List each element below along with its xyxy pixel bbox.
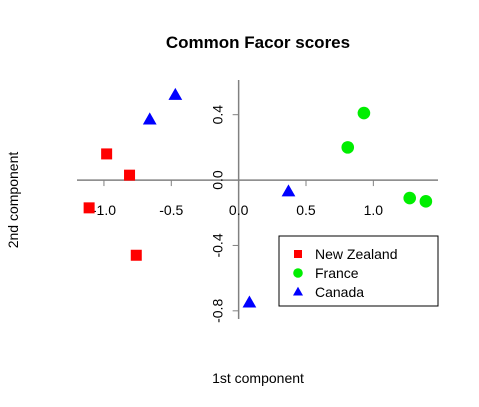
chart-title: Common Facor scores	[166, 33, 350, 52]
data-point-france	[419, 195, 433, 208]
points-group	[83, 87, 433, 308]
data-point-france	[403, 191, 417, 205]
x-tick-label: 0.5	[296, 202, 316, 218]
data-point-new-zealand	[83, 202, 95, 214]
legend-box	[278, 235, 439, 307]
x-tick-label: 1.0	[364, 202, 384, 218]
data-point-france	[341, 141, 355, 154]
data-point-new-zealand	[130, 249, 142, 261]
x-tick-label: 0.0	[229, 202, 249, 218]
data-point-canada	[142, 112, 157, 125]
legend-marker-france	[293, 268, 303, 278]
legend-label-new-zealand: New Zealand	[315, 246, 398, 262]
y-tick-label: -0.8	[210, 299, 226, 323]
data-point-france	[357, 106, 371, 120]
legend: New Zealand France Canada	[278, 235, 439, 307]
y-tick-label: 0.0	[210, 170, 226, 190]
x-tick-label: -0.5	[159, 202, 183, 218]
legend-label-france: France	[315, 265, 359, 281]
data-point-canada	[168, 87, 183, 100]
y-tick-label: -0.4	[210, 233, 226, 257]
legend-marker-canada	[293, 286, 303, 296]
data-point-new-zealand	[101, 148, 113, 160]
data-point-new-zealand	[124, 169, 136, 181]
y-axis-label: 2nd component	[5, 152, 21, 249]
data-point-canada	[242, 295, 257, 308]
legend-marker-new-zealand	[294, 250, 302, 258]
x-axis-label: 1st component	[212, 370, 304, 386]
data-point-canada	[281, 184, 296, 197]
x-tick-label: -1.0	[92, 202, 116, 218]
legend-label-canada: Canada	[315, 284, 364, 300]
y-tick-label: 0.4	[210, 105, 226, 125]
axes-group: -1.0 -0.5 0.0 0.5 1.0-0.8-0.40.00.4	[77, 80, 438, 323]
